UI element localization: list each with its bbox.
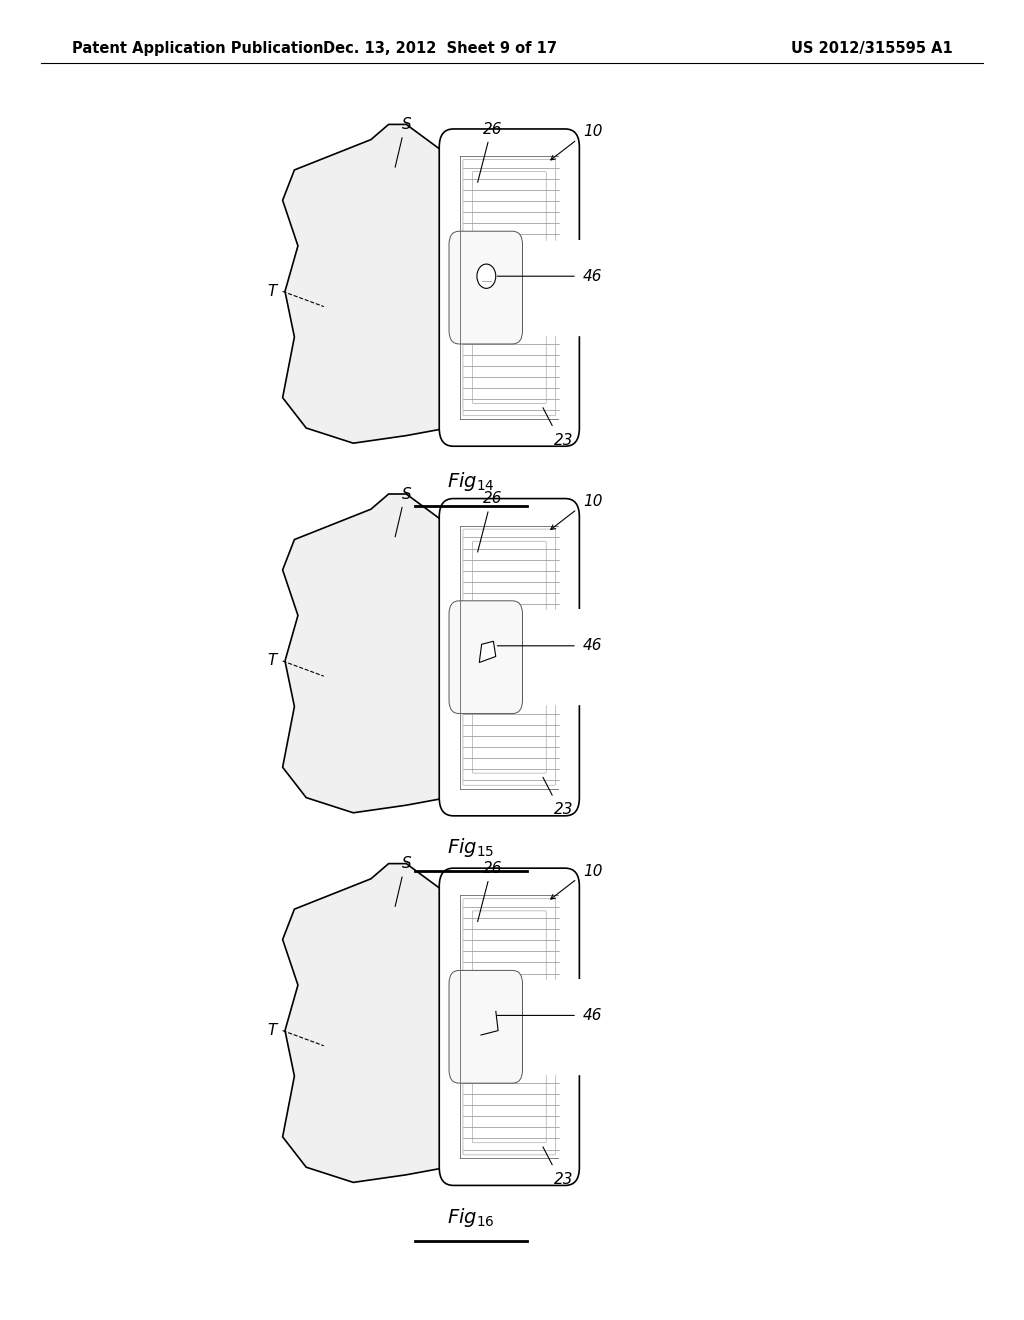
Text: 23: 23	[554, 1172, 573, 1187]
Text: 46: 46	[583, 1008, 602, 1023]
Text: $\mathit{Fig}_{\mathit{14}}$: $\mathit{Fig}_{\mathit{14}}$	[447, 470, 495, 494]
Text: $\mathit{Fig}_{\mathit{15}}$: $\mathit{Fig}_{\mathit{15}}$	[447, 836, 495, 859]
FancyBboxPatch shape	[439, 869, 580, 1185]
Text: S: S	[401, 487, 411, 502]
Text: T: T	[267, 1023, 276, 1038]
Bar	[524, 240, 586, 334]
Text: 26: 26	[483, 491, 503, 506]
Polygon shape	[283, 494, 447, 813]
Text: US 2012/315595 A1: US 2012/315595 A1	[791, 41, 952, 57]
Text: 10: 10	[583, 494, 602, 510]
Polygon shape	[283, 124, 447, 444]
Text: S: S	[401, 117, 411, 132]
Bar	[530, 610, 586, 705]
Text: 46: 46	[583, 269, 602, 284]
Text: 10: 10	[583, 124, 602, 140]
Bar	[530, 979, 586, 1074]
Text: 23: 23	[554, 433, 573, 447]
Text: T: T	[267, 284, 276, 298]
Text: Patent Application Publication: Patent Application Publication	[72, 41, 324, 57]
Text: 46: 46	[583, 639, 602, 653]
FancyBboxPatch shape	[449, 231, 522, 345]
Text: $\mathit{Fig}_{\mathit{16}}$: $\mathit{Fig}_{\mathit{16}}$	[447, 1205, 495, 1229]
Text: 26: 26	[483, 861, 503, 875]
Bar	[524, 979, 586, 1073]
Bar	[530, 240, 586, 335]
Text: 26: 26	[483, 121, 503, 136]
FancyBboxPatch shape	[439, 129, 580, 446]
Polygon shape	[479, 642, 496, 663]
Polygon shape	[283, 863, 447, 1183]
Text: 10: 10	[583, 863, 602, 879]
FancyBboxPatch shape	[449, 601, 522, 714]
Text: Dec. 13, 2012  Sheet 9 of 17: Dec. 13, 2012 Sheet 9 of 17	[324, 41, 557, 57]
Text: 23: 23	[554, 803, 573, 817]
Text: S: S	[401, 857, 411, 871]
FancyBboxPatch shape	[449, 970, 522, 1084]
FancyBboxPatch shape	[439, 499, 580, 816]
Bar	[524, 610, 586, 704]
Text: T: T	[267, 653, 276, 668]
Circle shape	[477, 264, 496, 288]
